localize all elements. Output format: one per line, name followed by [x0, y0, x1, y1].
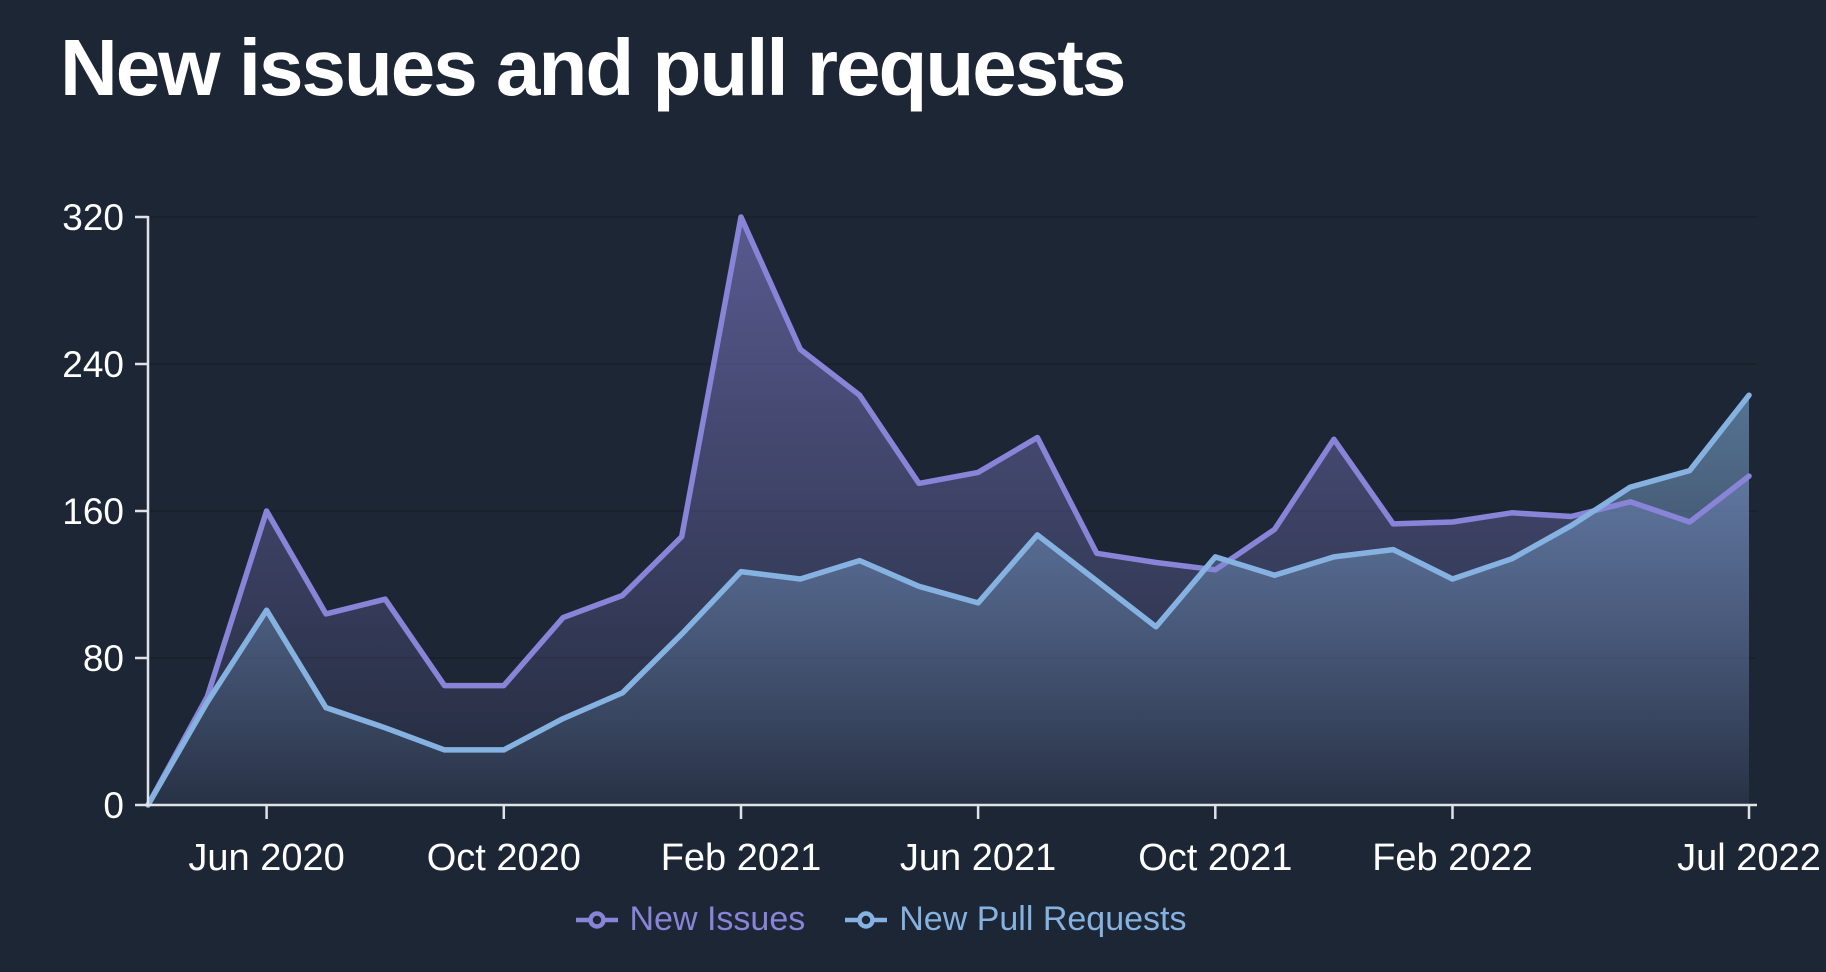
chart-title: New issues and pull requests — [60, 23, 1126, 112]
y-axis: 0 80 160 240 320 — [62, 197, 150, 826]
legend-item-new-pull-requests[interactable]: New Pull Requests — [843, 900, 1186, 939]
y-axis-tick-label: 240 — [62, 344, 124, 385]
legend-label: New Pull Requests — [899, 900, 1187, 938]
x-axis-tick-label: Feb 2021 — [661, 837, 822, 879]
legend-line-marker-icon — [575, 910, 618, 929]
line-new-pull-requests[interactable] — [145, 392, 1752, 808]
line-new-issues[interactable] — [145, 214, 1752, 808]
y-axis-tick-label: 80 — [83, 638, 124, 679]
y-axis-tick-label: 160 — [62, 491, 124, 532]
legend-item-new-issues[interactable]: New Issues — [574, 900, 806, 939]
x-axis-tick-label: Jun 2021 — [900, 837, 1056, 879]
x-axis-tick-label: Feb 2022 — [1372, 837, 1533, 879]
area-new-pull-requests — [148, 395, 1749, 805]
chart-legend: New Issues New Pull Requests — [0, 900, 1760, 939]
x-axis-tick-label: Jun 2020 — [188, 837, 344, 879]
legend-label: New Issues — [629, 900, 806, 938]
legend-line-marker-icon — [845, 910, 888, 929]
x-axis-tick-label: Oct 2020 — [427, 837, 581, 879]
x-axis-tick-label: Jul 2022 — [1677, 837, 1821, 879]
y-axis-tick-label: 320 — [62, 197, 124, 238]
x-axis-tick-label: Oct 2021 — [1138, 837, 1292, 879]
x-axis: Jun 2020 Oct 2020 Feb 2021 Jun 2021 Oct 2021… — [146, 803, 1821, 879]
y-axis-tick-label: 0 — [103, 785, 124, 826]
